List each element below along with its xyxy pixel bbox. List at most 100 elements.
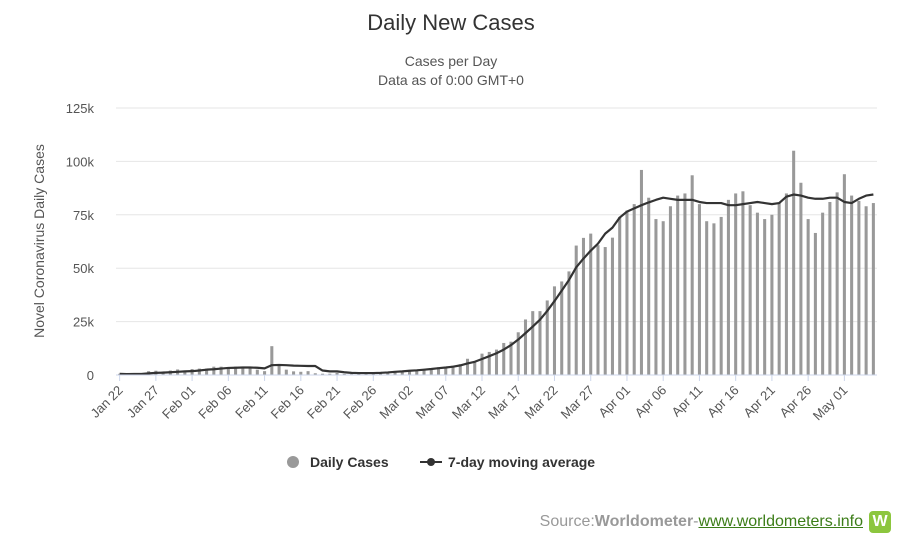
y-tick-label: 100k — [66, 154, 95, 169]
daily-cases-bar — [465, 358, 470, 375]
daily-cases-bar — [567, 271, 571, 375]
credit-separator: - — [693, 513, 699, 530]
daily-cases-bar — [589, 233, 593, 375]
x-tick-label: Mar 22 — [521, 383, 560, 422]
daily-cases-bar — [212, 366, 216, 375]
daily-cases-bar — [357, 373, 361, 375]
x-tick-label: May 01 — [810, 383, 851, 424]
daily-cases-bar — [792, 150, 796, 375]
daily-cases-bar — [523, 319, 528, 375]
daily-cases-bar — [763, 219, 767, 375]
daily-cases-bar — [581, 237, 585, 375]
daily-cases-bar — [647, 197, 651, 375]
daily-cases-bar — [712, 223, 716, 375]
y-tick-label: 25k — [73, 315, 94, 330]
daily-cases-bar — [422, 369, 426, 375]
daily-cases-bar — [545, 300, 549, 375]
daily-cases-bar — [335, 372, 339, 375]
daily-cases-bar — [835, 192, 839, 375]
daily-cases-bar — [241, 367, 245, 375]
daily-cases-bar — [857, 200, 861, 375]
daily-cases-bar — [321, 373, 325, 375]
daily-cases-bar — [226, 367, 230, 375]
daily-cases-bar — [444, 366, 448, 375]
chart-subtitle-line-1: Cases per Day — [405, 53, 498, 69]
y-tick-label: 125k — [66, 101, 95, 116]
daily-cases-bar — [313, 373, 317, 375]
daily-cases-bar — [509, 341, 513, 375]
source-credit: Source: Worldometer - www.worldometers.i… — [540, 511, 891, 533]
x-tick-label: Feb 26 — [340, 383, 379, 422]
y-axis-label: Novel Coronavirus Daily Cases — [31, 144, 47, 338]
daily-cases-bar — [299, 371, 303, 375]
x-tick-label: Mar 02 — [376, 383, 415, 422]
moving-average-line — [119, 193, 874, 376]
daily-cases-bar — [277, 365, 281, 375]
x-tick-label: Feb 16 — [268, 383, 307, 422]
daily-cases-bar — [748, 205, 752, 375]
gridlines — [116, 107, 877, 323]
daily-cases-bar — [603, 247, 607, 375]
daily-cases-bar — [284, 369, 288, 375]
x-tick-label: Mar 07 — [413, 383, 452, 422]
daily-cases-bar — [560, 281, 564, 375]
legend: Daily Cases 7-day moving average — [287, 454, 595, 470]
daily-cases-bar — [784, 193, 788, 375]
legend-item-daily-cases[interactable]: Daily Cases — [287, 454, 389, 470]
daily-cases-bar — [654, 219, 658, 375]
daily-cases-bar — [393, 371, 397, 375]
daily-cases-bar — [828, 201, 832, 375]
daily-cases-bar — [668, 206, 672, 375]
daily-cases-bar — [263, 371, 267, 375]
legend-label-daily-cases: Daily Cases — [310, 454, 389, 470]
daily-cases-bar — [813, 232, 817, 375]
daily-cases-bar — [821, 212, 825, 375]
y-axis-ticks: 0 25k 50k 75k 100k 125k — [66, 101, 95, 383]
daily-cases-bar — [328, 373, 332, 375]
chart-subtitle-line-2: Data as of 0:00 GMT+0 — [378, 72, 524, 88]
daily-cases-bar — [705, 221, 709, 375]
daily-cases-bar — [683, 193, 687, 375]
daily-cases-bar — [494, 349, 499, 375]
legend-item-moving-average[interactable]: 7-day moving average — [420, 454, 595, 470]
credit-prefix: Source: — [539, 513, 595, 530]
x-tick-label: Apr 11 — [669, 383, 706, 420]
daily-cases-bar — [632, 204, 636, 375]
daily-cases-bar — [741, 191, 745, 375]
daily-cases-bar — [806, 219, 810, 375]
daily-cases-bar — [719, 216, 723, 375]
daily-cases-bar — [487, 351, 491, 375]
daily-cases-bar — [415, 369, 419, 375]
legend-marker-moving-average — [427, 458, 435, 466]
daily-cases-bar — [596, 245, 600, 375]
x-tick-label: Mar 27 — [558, 383, 597, 422]
daily-cases-bar — [871, 203, 875, 375]
x-tick-label: Apr 21 — [740, 383, 778, 421]
daily-cases-bar — [255, 369, 259, 375]
daily-cases-bar — [734, 193, 738, 375]
legend-marker-daily-cases — [287, 456, 299, 468]
daily-cases-bar — [850, 195, 854, 375]
daily-cases-bar — [219, 366, 223, 375]
x-tick-label: Apr 16 — [704, 383, 742, 421]
daily-cases-bar — [183, 370, 187, 375]
daily-cases-bar — [436, 367, 441, 375]
x-tick-label: Feb 06 — [195, 383, 234, 422]
y-tick-label: 75k — [73, 208, 94, 223]
x-tick-label: Apr 01 — [595, 383, 633, 421]
daily-cases-bar — [292, 371, 296, 375]
daily-cases-bar — [234, 366, 238, 375]
daily-cases-bar — [197, 368, 201, 375]
x-tick-label: Feb 11 — [232, 383, 271, 422]
daily-cases-bar — [842, 174, 846, 375]
daily-cases-bar — [400, 370, 404, 375]
source-link[interactable]: www.worldometers.info — [698, 513, 864, 530]
worldometer-logo-icon[interactable]: W — [869, 511, 891, 533]
x-tick-label: Apr 06 — [632, 383, 670, 421]
daily-cases-bar — [480, 353, 484, 375]
daily-cases-bar — [205, 368, 209, 375]
chart-title: Daily New Cases — [367, 10, 535, 35]
daily-cases-bar — [473, 362, 477, 375]
daily-cases-bar — [661, 221, 665, 375]
